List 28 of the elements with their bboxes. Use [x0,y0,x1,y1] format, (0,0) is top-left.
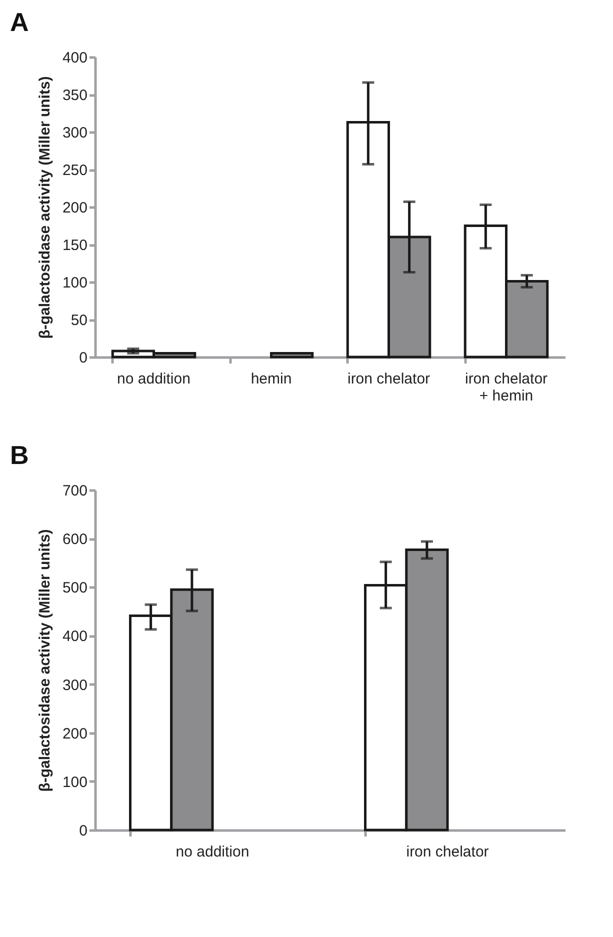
y-tick-label: 200 [62,725,88,742]
y-tick-label: 250 [62,162,88,179]
y-tick-label: 100 [62,774,88,791]
y-tick-label: 300 [62,124,88,142]
y-tick-label: 0 [79,822,88,840]
y-tick-label: 300 [62,676,88,694]
x-tick-label: iron chelator + hemin [464,370,548,404]
x-tick-label: iron chelator [347,370,430,388]
x-tick-label: no addition [117,370,190,388]
y-tick-label: 200 [62,200,88,216]
y-tick-label: 400 [62,50,88,66]
y-tick-label: 100 [62,274,88,292]
y-tick-label: 350 [62,87,88,104]
y-axis-title: β-galactosidase activity (Miller units) [36,529,54,792]
y-tick-label: 400 [62,628,88,646]
x-tick-label: no addition [176,844,250,860]
y-tick-label: 50 [70,312,88,329]
x-tick-label: iron chelator [406,844,489,860]
y-tick-label: 600 [62,531,88,548]
bar [270,352,314,358]
y-tick-label: 150 [62,237,88,254]
chart-title: A [10,7,29,37]
y-axis-title: β-galactosidase activity (Miller units) [36,76,54,339]
chart-title: B [10,440,29,470]
x-tick-label: hemin [250,370,292,388]
y-tick-label: 0 [79,350,88,366]
y-tick-label: 700 [62,482,88,500]
y-tick-label: 500 [62,580,88,597]
